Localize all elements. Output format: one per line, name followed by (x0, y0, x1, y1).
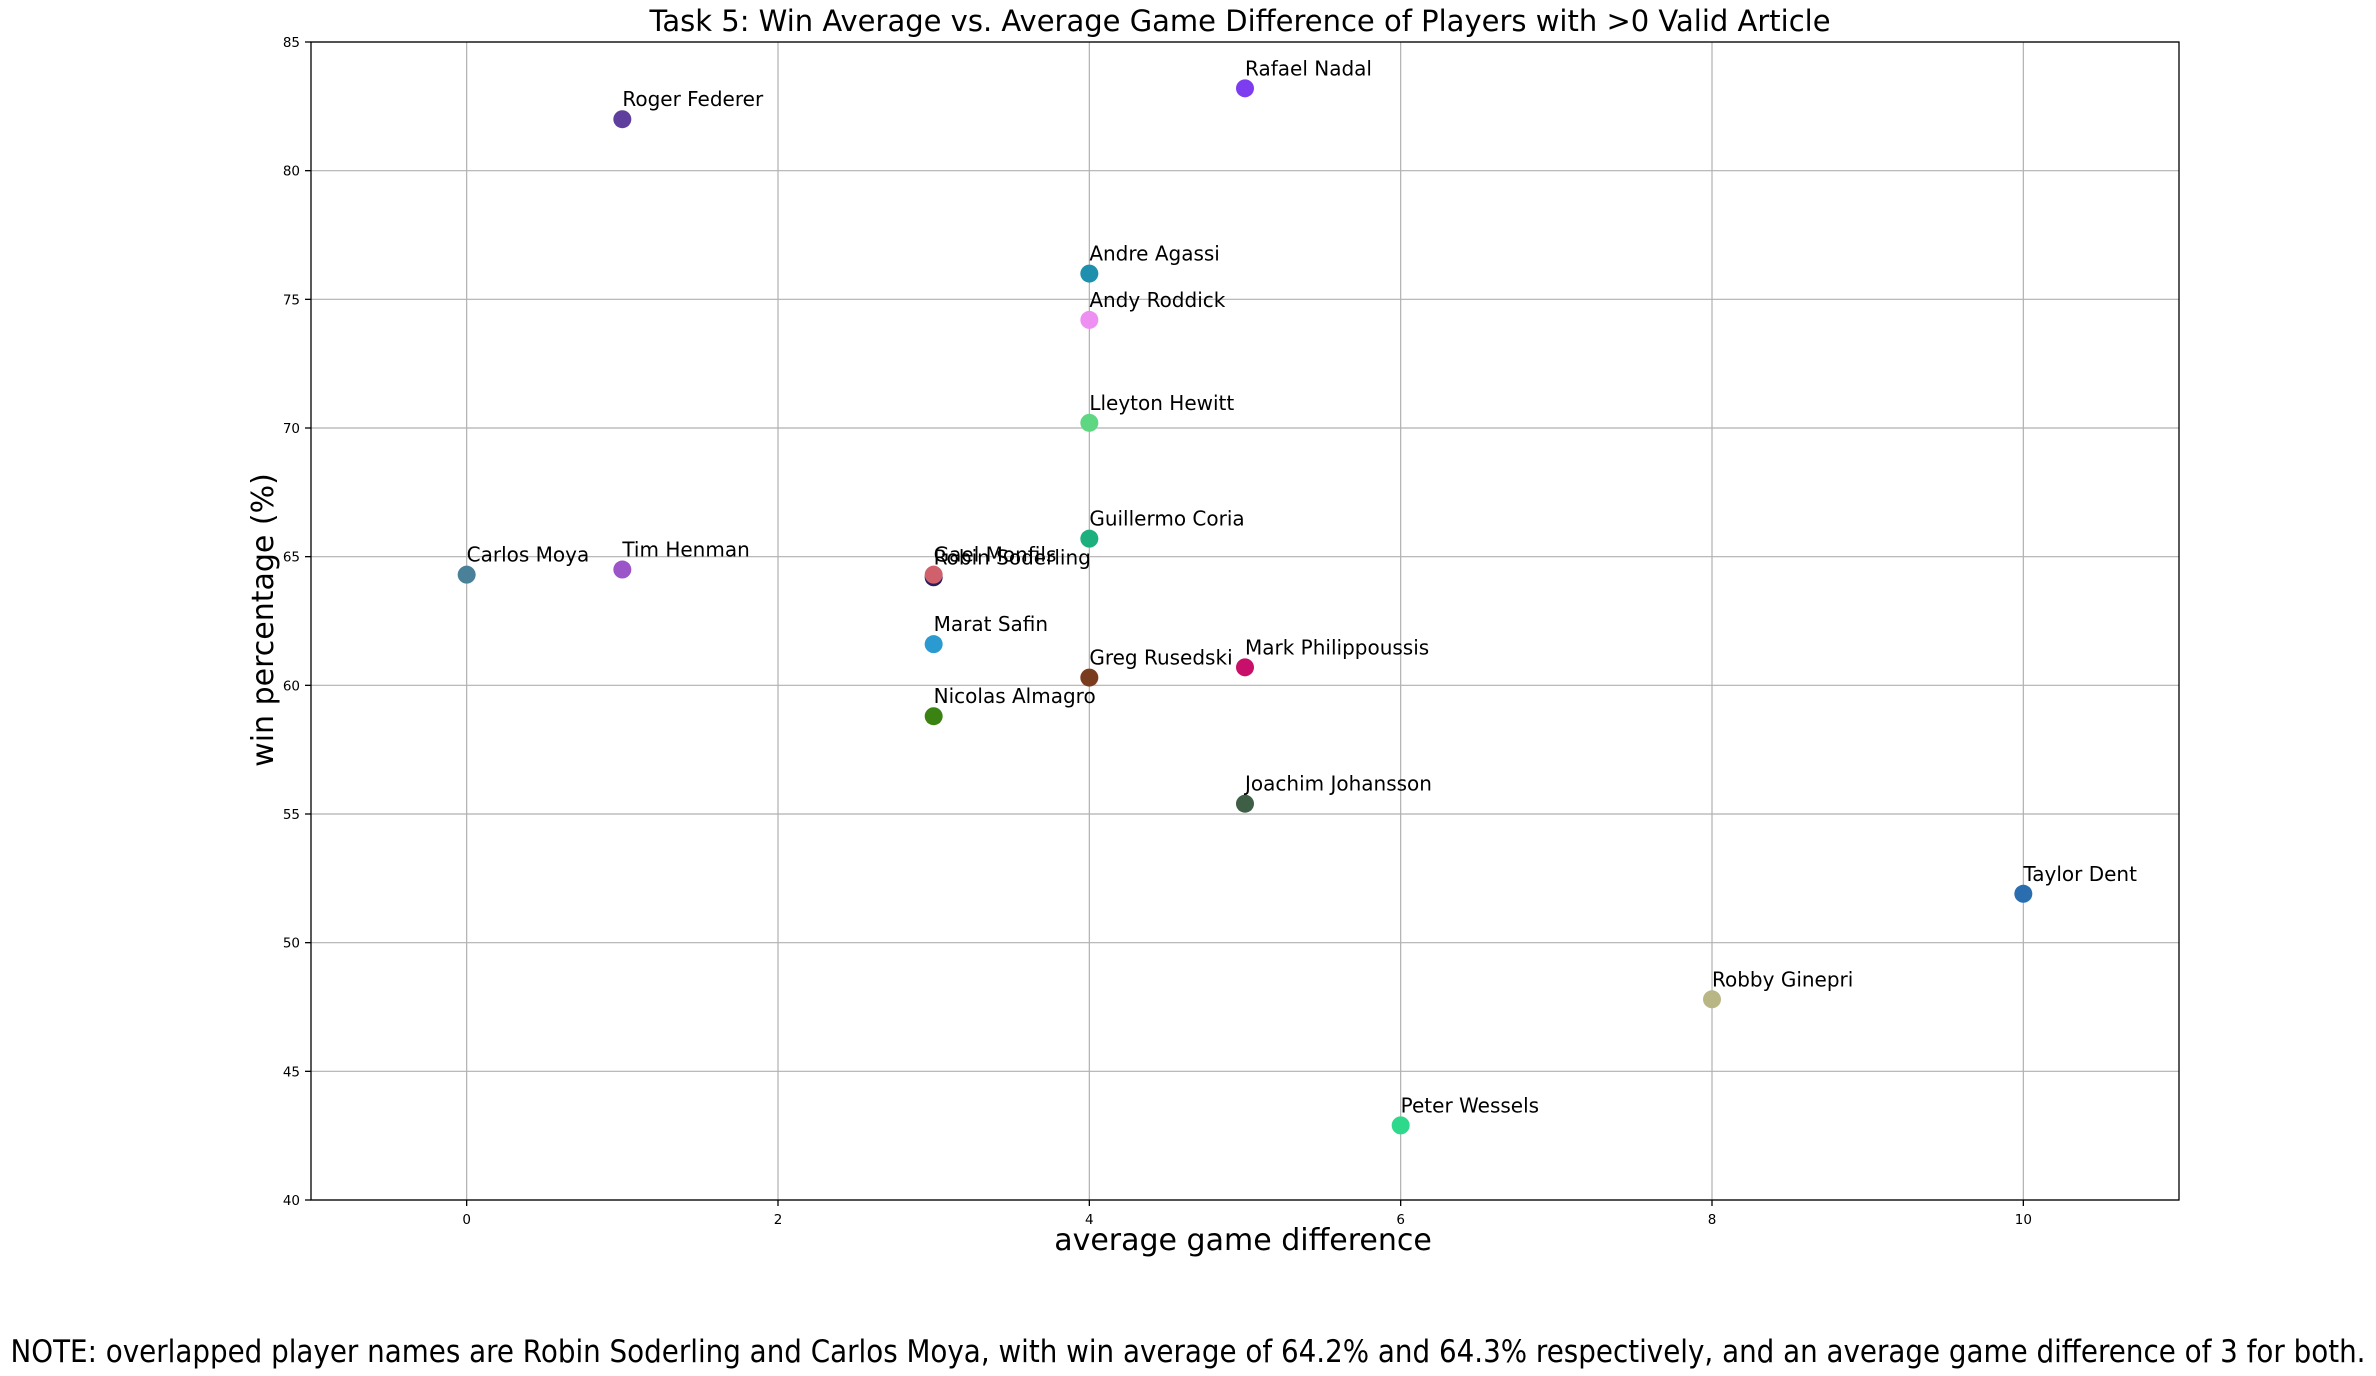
point-label: Mark Philippoussis (1245, 635, 1429, 659)
data-point (613, 110, 632, 129)
y-tick-label: 55 (283, 807, 300, 823)
data-point (2014, 884, 2033, 903)
point-label: Guillermo Coria (1089, 507, 1244, 531)
y-tick-label: 75 (283, 292, 300, 308)
data-point (924, 635, 943, 654)
point-label: Marat Safin (934, 612, 1048, 636)
data-point (1080, 668, 1099, 687)
point-label: Greg Rusedski (1089, 646, 1232, 670)
point-label: Tim Henman (621, 538, 749, 562)
y-tick-label: 65 (283, 550, 300, 566)
data-point (613, 560, 632, 579)
data-point (1080, 264, 1099, 283)
data-point (1080, 413, 1099, 432)
point-label: Carlos Moya (467, 543, 590, 567)
point-label: Taylor Dent (2022, 862, 2137, 886)
data-point (1703, 990, 1721, 1009)
point-label: Andy Roddick (1089, 288, 1225, 312)
point-label: Roger Federer (622, 87, 764, 111)
point-label: Joachim Johansson (1243, 772, 1432, 796)
point-labels: Rafael Nadal Roger Federer Andre Agassi And… (467, 56, 2137, 1117)
data-point (924, 565, 943, 584)
point-label: Andre Agassi (1089, 242, 1220, 266)
y-tick-label: 50 (283, 936, 300, 952)
y-axis-label: win percentage (%) (246, 473, 281, 767)
x-tick-label: 8 (1708, 1212, 1717, 1228)
data-point (1080, 310, 1099, 329)
x-tick-label: 4 (1085, 1212, 1094, 1228)
data-point (1236, 79, 1254, 98)
x-tick-label: 0 (462, 1212, 471, 1228)
point-label: Rafael Nadal (1245, 56, 1372, 80)
point-label: Robin Soderling (934, 545, 1091, 569)
y-tick-label: 70 (283, 421, 300, 437)
plot-area-frame (310, 41, 2180, 1201)
y-tick-label: 85 (283, 35, 300, 51)
point-label: Peter Wessels (1401, 1093, 1539, 1117)
grid-lines (311, 41, 2179, 1201)
x-tick-label: 2 (774, 1212, 783, 1228)
data-point (1236, 794, 1254, 813)
x-tick-label: 6 (1396, 1212, 1405, 1228)
data-point (924, 707, 943, 726)
data-point (1391, 1116, 1410, 1135)
data-point (1080, 529, 1099, 548)
data-point (1236, 658, 1254, 677)
y-tick-label: 40 (283, 1193, 300, 1209)
x-axis-label: average game difference (1054, 1223, 1432, 1258)
point-label: Nicolas Almagro (934, 684, 1096, 708)
axis-ticks: 0 2 4 6 8 10 40 45 50 55 60 65 70 75 80 85 (283, 35, 2032, 1228)
data-points (457, 79, 2033, 1135)
y-tick-label: 60 (283, 678, 300, 694)
point-label: Gael Monfils (934, 543, 1057, 567)
x-tick-label: 10 (2015, 1212, 2032, 1228)
y-tick-label: 45 (283, 1064, 300, 1080)
point-label: Robby Ginepri (1712, 967, 1853, 991)
footnote: NOTE: overlapped player names are Robin … (11, 1334, 2366, 1370)
y-tick-label: 80 (283, 164, 300, 180)
chart-title: Task 5: Win Average vs. Average Game Dif… (648, 4, 1830, 38)
point-label: Lleyton Hewitt (1089, 391, 1234, 415)
data-point (457, 565, 476, 584)
